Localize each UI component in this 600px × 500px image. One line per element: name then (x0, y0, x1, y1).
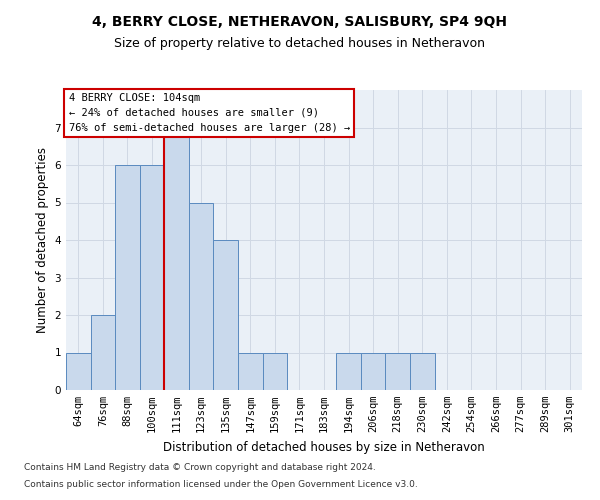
Text: Contains HM Land Registry data © Crown copyright and database right 2024.: Contains HM Land Registry data © Crown c… (24, 464, 376, 472)
Bar (336, 352, 361, 390)
Text: 4 BERRY CLOSE: 104sqm
← 24% of detached houses are smaller (9)
76% of semi-detac: 4 BERRY CLOSE: 104sqm ← 24% of detached … (68, 93, 350, 132)
X-axis label: Distribution of detached houses by size in Netheravon: Distribution of detached houses by size … (163, 440, 485, 454)
Bar (91, 315, 115, 390)
Bar (410, 352, 434, 390)
Bar (189, 202, 214, 390)
Y-axis label: Number of detached properties: Number of detached properties (36, 147, 49, 333)
Text: Size of property relative to detached houses in Netheravon: Size of property relative to detached ho… (115, 38, 485, 51)
Text: Contains public sector information licensed under the Open Government Licence v3: Contains public sector information licen… (24, 480, 418, 489)
Bar (66, 352, 91, 390)
Text: 4, BERRY CLOSE, NETHERAVON, SALISBURY, SP4 9QH: 4, BERRY CLOSE, NETHERAVON, SALISBURY, S… (92, 15, 508, 29)
Bar (385, 352, 410, 390)
Bar (140, 165, 164, 390)
Bar (214, 240, 238, 390)
Bar (115, 165, 140, 390)
Bar (263, 352, 287, 390)
Bar (361, 352, 385, 390)
Bar (238, 352, 263, 390)
Bar (164, 128, 189, 390)
